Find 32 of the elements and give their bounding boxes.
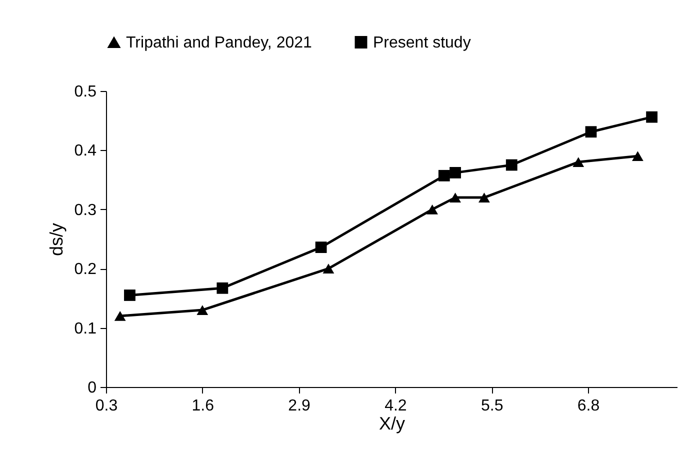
- y-tick-label: 0.2: [74, 261, 97, 278]
- point: [322, 264, 334, 274]
- y-tick-label: 0.3: [74, 202, 97, 219]
- point: [450, 166, 461, 178]
- x-tick-label: 1.6: [192, 398, 214, 414]
- point: [426, 204, 438, 214]
- point: [216, 282, 228, 294]
- y-tick-label: 0.5: [74, 84, 97, 100]
- y-tick-label: 0: [88, 380, 97, 396]
- x-tick-label: 2.9: [288, 398, 311, 414]
- legend-label: Present study: [373, 34, 471, 52]
- x-tick-label: 0.3: [95, 398, 118, 414]
- point: [450, 192, 461, 202]
- point: [196, 305, 208, 315]
- y-tick-label: 0.4: [74, 142, 97, 160]
- point: [506, 159, 518, 171]
- legend-label: Tripathi and Pandey, 2021: [126, 34, 312, 52]
- x-axis-title: X/y: [378, 414, 406, 434]
- point: [114, 311, 126, 321]
- point: [124, 290, 136, 301]
- x-tick-label: 5.5: [480, 398, 504, 414]
- x-tick-label: 6.8: [577, 398, 600, 414]
- point: [315, 242, 327, 253]
- point: [646, 111, 658, 123]
- point: [478, 192, 490, 202]
- point: [632, 151, 644, 162]
- y-tick-label: 0.1: [74, 320, 97, 338]
- x-tick-label: 4.2: [384, 398, 407, 414]
- point: [438, 170, 450, 182]
- point: [572, 157, 584, 167]
- y-axis-title: ds/y: [46, 222, 66, 256]
- point: [585, 126, 597, 138]
